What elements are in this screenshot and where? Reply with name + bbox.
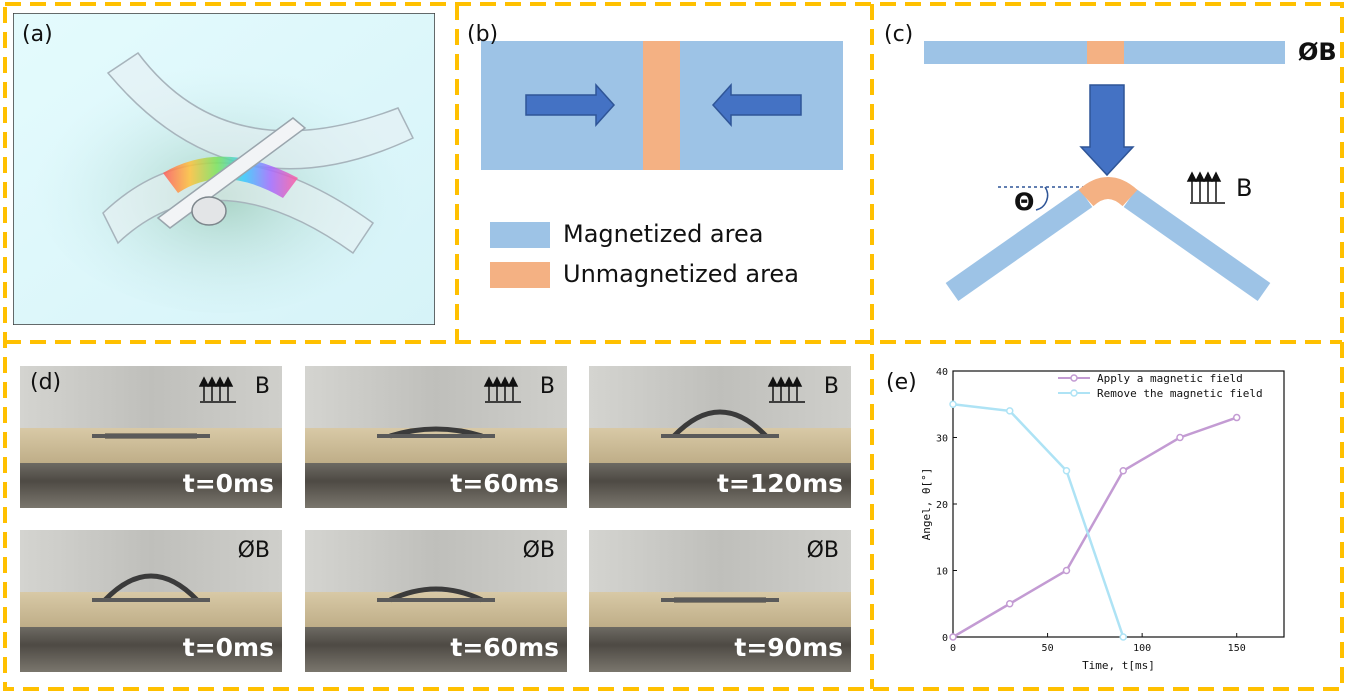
photo-frame: ØB t=0ms xyxy=(20,530,282,672)
wall-background xyxy=(20,530,282,592)
panel-a-label: (a) xyxy=(22,22,53,47)
photo-time-label: t=120ms xyxy=(716,469,843,498)
angle-time-chart: 0 50 100 150 0 10 20 30 40 Time, t[ms] Angel, θ[°]… xyxy=(920,367,1285,672)
floor-background xyxy=(20,463,282,508)
photo-time-label: t=60ms xyxy=(450,469,559,498)
x-tick-label: 100 xyxy=(1133,643,1151,654)
data-point xyxy=(1062,566,1071,575)
panel-c-diagram xyxy=(924,41,1285,302)
data-point xyxy=(1005,600,1014,608)
wall-background xyxy=(20,366,282,428)
legend-swatch-unmagnetized xyxy=(490,262,550,288)
no-field-label: ØB xyxy=(1298,38,1337,66)
floor-background xyxy=(589,463,851,508)
floor-background xyxy=(20,627,282,672)
photo-field-label: ØB xyxy=(237,538,270,563)
field-arrows-icon xyxy=(198,376,236,403)
x-tick-label: 50 xyxy=(1042,643,1054,654)
down-arrow-icon xyxy=(1079,84,1135,177)
wall-background xyxy=(305,530,567,592)
wall-background xyxy=(589,366,851,428)
y-tick-label: 30 xyxy=(936,434,948,445)
data-point xyxy=(1176,433,1184,442)
photo-field-label: ØB xyxy=(806,538,839,563)
x-axis-label: Time, t[ms] xyxy=(1082,659,1155,672)
photo-field-label: B xyxy=(823,374,839,399)
data-point xyxy=(1005,407,1014,415)
legend-marker xyxy=(1070,374,1078,382)
unmagnetized-region xyxy=(643,41,680,170)
floor-background xyxy=(589,627,851,672)
photo-field-label: ØB xyxy=(522,538,555,563)
photo-time-label: t=60ms xyxy=(450,633,559,662)
left-arrow-icon xyxy=(711,83,802,127)
robot-strip xyxy=(377,586,495,603)
legend-label: Apply a magnetic field xyxy=(1097,372,1243,385)
table-surface xyxy=(20,592,282,627)
floor-background xyxy=(305,463,567,508)
robot-strip xyxy=(92,433,210,439)
photo-time-label: t=90ms xyxy=(734,633,843,662)
left-arm xyxy=(945,188,1093,302)
field-arrows-icon xyxy=(767,376,805,403)
series-line xyxy=(952,403,1125,638)
series-line xyxy=(952,416,1238,639)
y-tick-label: 20 xyxy=(936,500,948,511)
data-point xyxy=(1062,467,1071,475)
photo-field-label: B xyxy=(539,374,555,399)
y-tick-label: 10 xyxy=(936,567,948,578)
wall-background xyxy=(305,366,567,428)
y-tick-label: 0 xyxy=(942,633,948,644)
y-tick-label: 40 xyxy=(936,367,948,378)
data-point xyxy=(1119,633,1127,641)
table-surface xyxy=(305,428,567,463)
robot-strip xyxy=(661,409,779,438)
y-axis-label: Angel, θ[°] xyxy=(920,468,933,541)
right-arm xyxy=(1123,188,1271,302)
flat-strip-center xyxy=(1087,41,1124,64)
legend-label: Remove the magnetic field xyxy=(1097,387,1263,400)
bent-center xyxy=(1078,177,1138,207)
legend-unmagnetized-text: Unmagnetized area xyxy=(563,260,799,288)
table-surface xyxy=(589,428,851,463)
panel-c-label: (c) xyxy=(884,22,914,47)
photo-frame: ØB t=90ms xyxy=(589,530,851,672)
robot-strip xyxy=(377,426,495,439)
field-label: B xyxy=(1236,174,1253,202)
panel-e-label: (e) xyxy=(886,370,917,395)
photo-field-label: B xyxy=(254,374,270,399)
x-tick-label: 150 xyxy=(1228,643,1246,654)
data-point xyxy=(1119,467,1127,475)
field-arrows-icon xyxy=(1186,171,1225,204)
legend-magnetized-text: Magnetized area xyxy=(563,220,764,248)
panel-b-label: (b) xyxy=(467,22,499,47)
floor-background xyxy=(305,627,567,672)
panel-d-label: (d) xyxy=(30,370,62,395)
data-point xyxy=(1232,413,1241,422)
photo-time-label: t=0ms xyxy=(182,469,274,498)
wall-background xyxy=(589,530,851,592)
photo-frame: ØB t=60ms xyxy=(305,530,567,672)
robot-strip xyxy=(661,597,779,603)
angle-arc xyxy=(1035,186,1049,211)
robot-strip xyxy=(92,573,210,602)
legend-swatch-magnetized xyxy=(490,222,550,248)
table-surface xyxy=(305,592,567,627)
data-point xyxy=(949,633,957,641)
angle-label: Θ xyxy=(1014,188,1035,216)
field-arrows-icon xyxy=(483,376,521,403)
data-point xyxy=(949,400,957,408)
photo-time-label: t=0ms xyxy=(182,633,274,662)
panel-b-strip xyxy=(481,41,843,170)
right-arrow-icon xyxy=(525,83,616,127)
legend-marker xyxy=(1070,389,1078,397)
panel-a-illustration xyxy=(13,13,435,325)
x-tick-label: 0 xyxy=(950,643,956,654)
